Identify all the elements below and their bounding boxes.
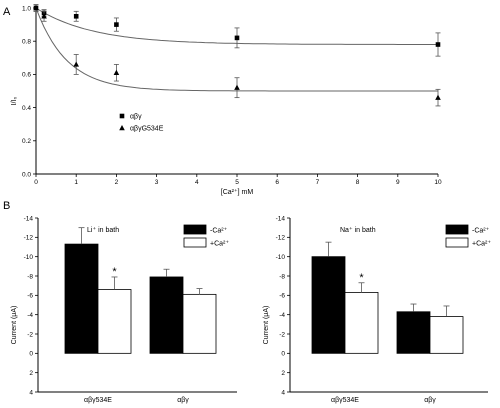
legend-swatch [445,237,469,248]
data-point-square [114,22,119,27]
significance-mark: * [359,272,364,284]
x-tick-label: 1 [74,179,78,186]
data-point-triangle [234,84,240,90]
x-tick-label: 8 [356,179,360,186]
legend-marker-triangle [119,125,125,131]
y-tick-label: -4 [279,312,285,319]
y-tick-label: -6 [27,293,33,300]
legend-label: +Ca²⁺ [210,240,229,248]
legend-label: αβγ [130,114,142,121]
bar [182,293,217,354]
data-point-square [234,35,240,41]
y-tick-label: 0.0 [22,171,31,178]
y-tick-label: -8 [27,273,33,280]
y-tick-label: 2 [281,370,285,377]
data-point-triangle [435,94,441,100]
x-axis-label: [Ca²⁺] mM [221,188,254,196]
y-tick-label: 0.6 [22,72,31,79]
legend-label: -Ca²⁺ [210,227,228,235]
x-tick-label: 0 [34,179,38,186]
y-axis-label: Current (μA) [11,306,18,345]
x-tick-label: 9 [396,179,400,186]
x-tick-label: 6 [275,179,279,186]
x-tick-label: 7 [316,179,320,186]
data-point-square [435,42,441,47]
y-tick-label: 4 [29,389,33,396]
y-tick-label: 1.0 [22,5,31,12]
data-point-triangle [33,5,39,11]
bath-annotation: Li⁺ in bath [87,226,119,234]
y-tick-label: -14 [24,215,34,222]
legend-swatch [183,224,207,235]
y-tick-label: 0.4 [22,105,31,112]
bar [311,256,346,354]
data-point-triangle [113,69,120,75]
panel-label-b: B [3,200,10,212]
y-tick-label: -2 [27,331,33,338]
y-tick-label: 2 [29,370,33,377]
category-label: αβγ534E [331,397,359,404]
data-point-triangle [73,61,79,67]
y-tick-label: -10 [276,254,286,261]
data-point-square [73,14,79,19]
legend-swatch [445,224,469,235]
bar [64,243,99,354]
bath-annotation: Na⁺ in bath [340,226,376,234]
bar [429,316,464,354]
legend-marker-square [119,113,125,119]
y-tick-label: -14 [276,215,286,222]
y-tick-label: -2 [279,331,285,338]
y-tick-label: -8 [279,273,285,280]
y-tick-label: -12 [24,235,34,242]
category-label: αβγ534E [84,397,112,404]
x-tick-label: 4 [195,179,199,186]
legend-label: αβγG534E [130,126,164,133]
y-tick-label: -4 [27,312,33,319]
y-tick-label: -12 [276,235,286,242]
data-point-triangle [41,13,47,19]
x-tick-label: 2 [115,179,119,186]
y-axis-label: I/I₀ [11,97,18,106]
x-tick-label: 10 [434,179,442,186]
y-tick-label: 0.8 [22,39,31,46]
category-label: αβγ [424,397,436,404]
legend-label: +Ca²⁺ [472,240,491,248]
line-chart-calcium: 0 1 2 3 4 5 6 7 8 9 10 0.0 0.2 0.4 0.6 0.8 1.0 [Ca²⁺] mM I… [11,4,442,196]
y-tick-label: 4 [281,389,285,396]
x-tick-label: 5 [235,179,239,186]
y-tick-label: 0 [281,351,285,358]
bar-chart-na: -14 -12 -10 -8 -6 -4 -2 0 2 4 Current (μA) αβγ534E α… [263,215,491,404]
panel-label-a: A [3,6,11,18]
x-tick-label: 3 [155,179,159,186]
bar [97,289,132,354]
legend-label: -Ca²⁺ [472,227,490,235]
significance-mark: * [112,266,117,278]
bar-chart-li: -14 -12 -10 -8 -6 -4 -2 0 2 4 Current (μA) αβγ534E α… [11,215,237,404]
category-label: αβγ [177,397,189,404]
y-tick-label: -10 [24,254,34,261]
legend-swatch [183,237,207,248]
y-tick-label: 0 [29,351,33,358]
bar [344,292,379,354]
bar [149,276,184,354]
y-tick-label: 0.2 [22,138,31,145]
bar [396,311,431,354]
y-axis-label: Current (μA) [263,306,270,345]
y-tick-label: -6 [279,293,285,300]
